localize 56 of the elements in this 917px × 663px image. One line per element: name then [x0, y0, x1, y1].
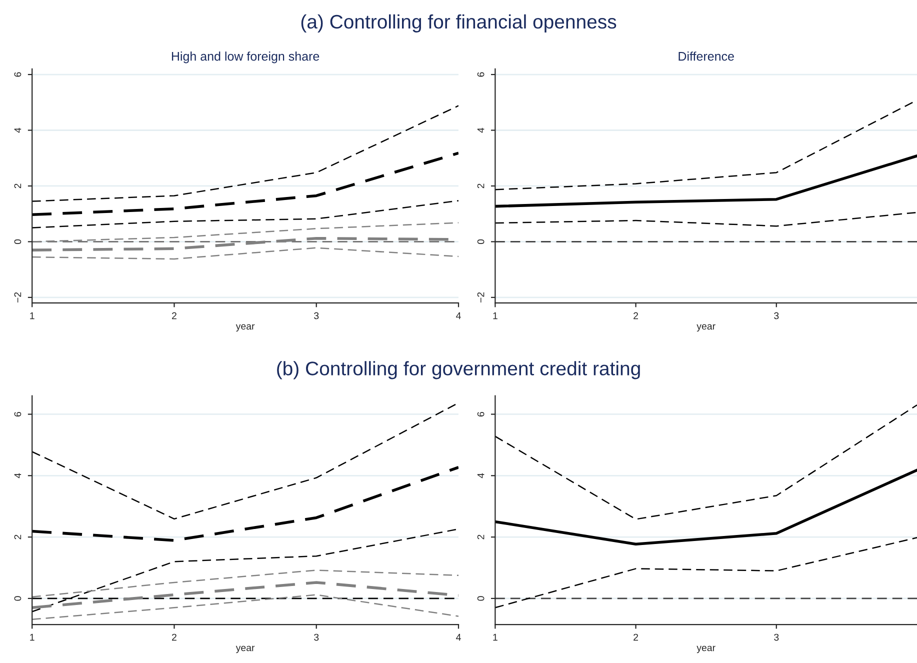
- line-series: [32, 570, 458, 598]
- chart-title: High and low foreign share: [172, 52, 320, 64]
- x-axis-title: year: [696, 324, 716, 332]
- x-tick-label: 3: [314, 312, 319, 320]
- y-tick-label: 0: [14, 596, 22, 601]
- x-axis-title: year: [236, 324, 255, 332]
- y-tick-label: 0: [477, 596, 484, 601]
- line-series: [495, 404, 917, 520]
- y-tick-label: 4: [14, 473, 22, 478]
- x-axis-title: year: [696, 646, 716, 654]
- x-tick-label: 1: [30, 312, 34, 320]
- y-tick-label: 2: [477, 534, 484, 540]
- y-tick-label: 2: [477, 184, 484, 188]
- line-series: [32, 581, 458, 610]
- y-tick-label: 4: [477, 473, 484, 478]
- x-tick-label: 3: [314, 634, 319, 641]
- line-series: [495, 537, 917, 608]
- line-series: [32, 152, 458, 216]
- x-tick-label: 4: [456, 312, 461, 320]
- x-tick-label: 3: [774, 634, 779, 641]
- line-series: [32, 200, 458, 228]
- chart-title: Difference: [678, 52, 734, 61]
- y-tick-label: 6: [14, 72, 22, 77]
- y-tick-label: 2: [14, 534, 22, 540]
- x-tick-label: 3: [774, 312, 779, 320]
- x-tick-label: 4: [456, 634, 461, 641]
- line-series: [495, 154, 917, 208]
- x-tick-label: 1: [493, 634, 498, 641]
- line-series: [32, 105, 458, 202]
- line-series: [32, 528, 458, 612]
- line-series: [32, 402, 458, 520]
- y-tick-label: −2: [477, 292, 484, 302]
- y-tick-label: 0: [477, 239, 484, 244]
- y-tick-label: −2: [14, 292, 22, 302]
- line-series: [495, 468, 917, 546]
- y-tick-label: 4: [477, 128, 484, 133]
- x-tick-label: 1: [30, 634, 34, 641]
- y-tick-label: 2: [14, 184, 22, 188]
- x-tick-label: 2: [634, 312, 638, 320]
- y-tick-label: 6: [477, 72, 484, 77]
- y-tick-label: 4: [14, 128, 22, 133]
- y-tick-label: 0: [14, 239, 22, 244]
- x-tick-label: 2: [172, 634, 176, 641]
- line-series: [32, 466, 458, 542]
- y-tick-label: 6: [14, 412, 22, 416]
- x-axis-title: year: [236, 646, 255, 654]
- y-tick-label: 6: [477, 412, 484, 416]
- line-series: [32, 594, 458, 620]
- line-series: [495, 212, 917, 227]
- text: (a) Controlling for financial openness: [301, 14, 616, 32]
- line-series: [32, 222, 458, 242]
- x-tick-label: 2: [172, 312, 176, 320]
- line-series: [32, 247, 458, 260]
- x-tick-label: 1: [493, 312, 498, 320]
- x-tick-label: 2: [634, 634, 638, 641]
- text: (b) Controlling for government credit rating: [277, 361, 640, 380]
